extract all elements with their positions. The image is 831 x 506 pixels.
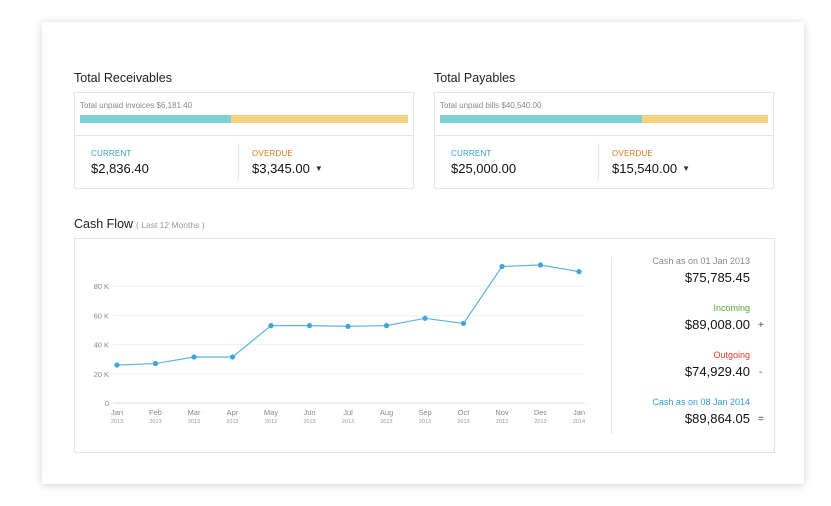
incoming-label: Incoming [713, 303, 750, 313]
x-tick-label: Sep [418, 408, 431, 417]
plus-icon: + [758, 320, 764, 331]
payables-current-label: CURRENT [451, 149, 492, 158]
divider [75, 135, 413, 136]
divider [238, 143, 239, 180]
y-tick-label: 20 K [94, 370, 109, 379]
cashflow-title-text: Cash Flow [74, 217, 134, 231]
opening-balance: Cash as on 01 Jan 2013 $75,785.45 [600, 256, 750, 285]
data-point [460, 320, 467, 327]
data-point [191, 354, 197, 360]
x-tick-label: Nov [495, 408, 509, 417]
x-tick-year: 2013 [342, 419, 354, 425]
closing-balance: Cash as on 08 Jan 2014 $89,864.05 [600, 397, 750, 426]
x-tick-label: Feb [149, 408, 162, 417]
x-tick-year: 2013 [149, 419, 161, 425]
payables-title: Total Payables [434, 71, 516, 85]
incoming-stat: Incoming $89,008.00 [600, 303, 750, 332]
payables-panel: Total unpaid bills $40,540.00 CURRENT $2… [434, 92, 774, 189]
closing-value: $89,864.05 [684, 411, 750, 426]
x-tick-year: 2014 [573, 419, 585, 425]
receivables-title: Total Receivables [74, 71, 172, 85]
y-tick-label: 60 K [94, 311, 109, 320]
x-tick-year: 2013 [111, 419, 123, 425]
payables-overdue-bar [642, 115, 768, 123]
x-tick-year: 2013 [226, 419, 238, 425]
caret-down-icon[interactable]: ▼ [682, 164, 690, 173]
outgoing-stat: Outgoing $74,929.40 [600, 350, 750, 379]
x-tick-year: 2013 [457, 419, 469, 425]
data-point [383, 323, 390, 329]
y-tick-label: 80 K [94, 282, 109, 291]
receivables-overdue-value: $3,345.00 [252, 161, 310, 176]
x-tick-year: 2013 [534, 419, 546, 425]
data-point [422, 315, 428, 321]
x-tick-label: Jul [343, 408, 353, 417]
opening-value: $75,785.45 [684, 270, 750, 285]
x-tick-year: 2013 [265, 419, 277, 425]
data-point [152, 360, 159, 367]
receivables-overdue-label: OVERDUE [252, 149, 293, 158]
x-tick-label: Jan [573, 408, 585, 417]
y-tick-label: 40 K [94, 341, 109, 350]
x-tick-label: Jun [303, 408, 315, 417]
cashflow-panel: 0 20 K 40 K 60 K 80 K Jan 2013 Feb 2013 Mar 2013 Ap… [74, 238, 775, 453]
cashflow-range: ( Last 12 Months ) [136, 220, 205, 230]
receivables-panel: Total unpaid invoices $6,181.40 CURRENT … [74, 92, 414, 189]
x-tick-label: Mar [188, 408, 201, 417]
incoming-value: $89,008.00 [684, 317, 750, 332]
divider [611, 257, 612, 434]
data-point [499, 263, 505, 270]
data-point [576, 269, 582, 275]
receivables-current-value: $2,836.40 [91, 161, 149, 176]
payables-overdue-value: $15,540.00 [612, 161, 678, 176]
opening-label: Cash as on 01 Jan 2013 [652, 256, 750, 266]
receivables-overdue-bar [230, 115, 408, 123]
receivables-bar [80, 115, 408, 123]
x-tick-label: Apr [227, 408, 239, 417]
y-tick-label: 0 [105, 399, 109, 408]
x-tick-year: 2013 [303, 419, 315, 425]
data-point [229, 354, 236, 360]
data-point [268, 323, 274, 329]
x-tick-label: Oct [458, 408, 471, 417]
closing-label: Cash as on 08 Jan 2014 [652, 397, 750, 407]
caret-down-icon[interactable]: ▼ [314, 164, 323, 173]
divider [435, 135, 773, 136]
x-tick-label: Aug [380, 408, 393, 417]
receivables-current-label: CURRENT [91, 149, 132, 158]
x-tick-label: Jan [111, 408, 123, 417]
data-point [306, 323, 313, 329]
payables-current-value: $25,000.00 [451, 161, 517, 176]
x-tick-label: May [264, 408, 278, 417]
outgoing-label: Outgoing [713, 350, 750, 360]
receivables-subtitle: Total unpaid invoices $6,181.40 [80, 101, 193, 110]
minus-icon: - [759, 367, 763, 378]
data-point [345, 323, 351, 329]
receivables-overdue-dropdown[interactable]: $3,345.00 ▼ [252, 161, 323, 176]
payables-bar [440, 115, 768, 123]
divider [598, 143, 599, 180]
receivables-current-bar [80, 115, 231, 123]
payables-current-bar [440, 115, 643, 123]
payables-overdue-dropdown[interactable]: $15,540.00 ▼ [612, 161, 690, 176]
x-tick-label: Dec [534, 408, 548, 417]
cashflow-chart: 0 20 K 40 K 60 K 80 K Jan 2013 Feb 2013 Mar 2013 Ap… [94, 262, 585, 425]
x-tick-year: 2013 [188, 419, 200, 425]
data-point [537, 262, 544, 268]
cashflow-title: Cash Flow( Last 12 Months ) [74, 217, 205, 231]
outgoing-value: $74,929.40 [684, 364, 750, 379]
x-tick-year: 2013 [419, 419, 431, 425]
equals-icon: = [758, 414, 764, 425]
data-point [114, 362, 120, 368]
payables-overdue-label: OVERDUE [612, 149, 653, 158]
x-tick-year: 2013 [496, 419, 508, 425]
payables-subtitle: Total unpaid bills $40,540.00 [440, 101, 542, 110]
x-tick-year: 2013 [380, 419, 392, 425]
